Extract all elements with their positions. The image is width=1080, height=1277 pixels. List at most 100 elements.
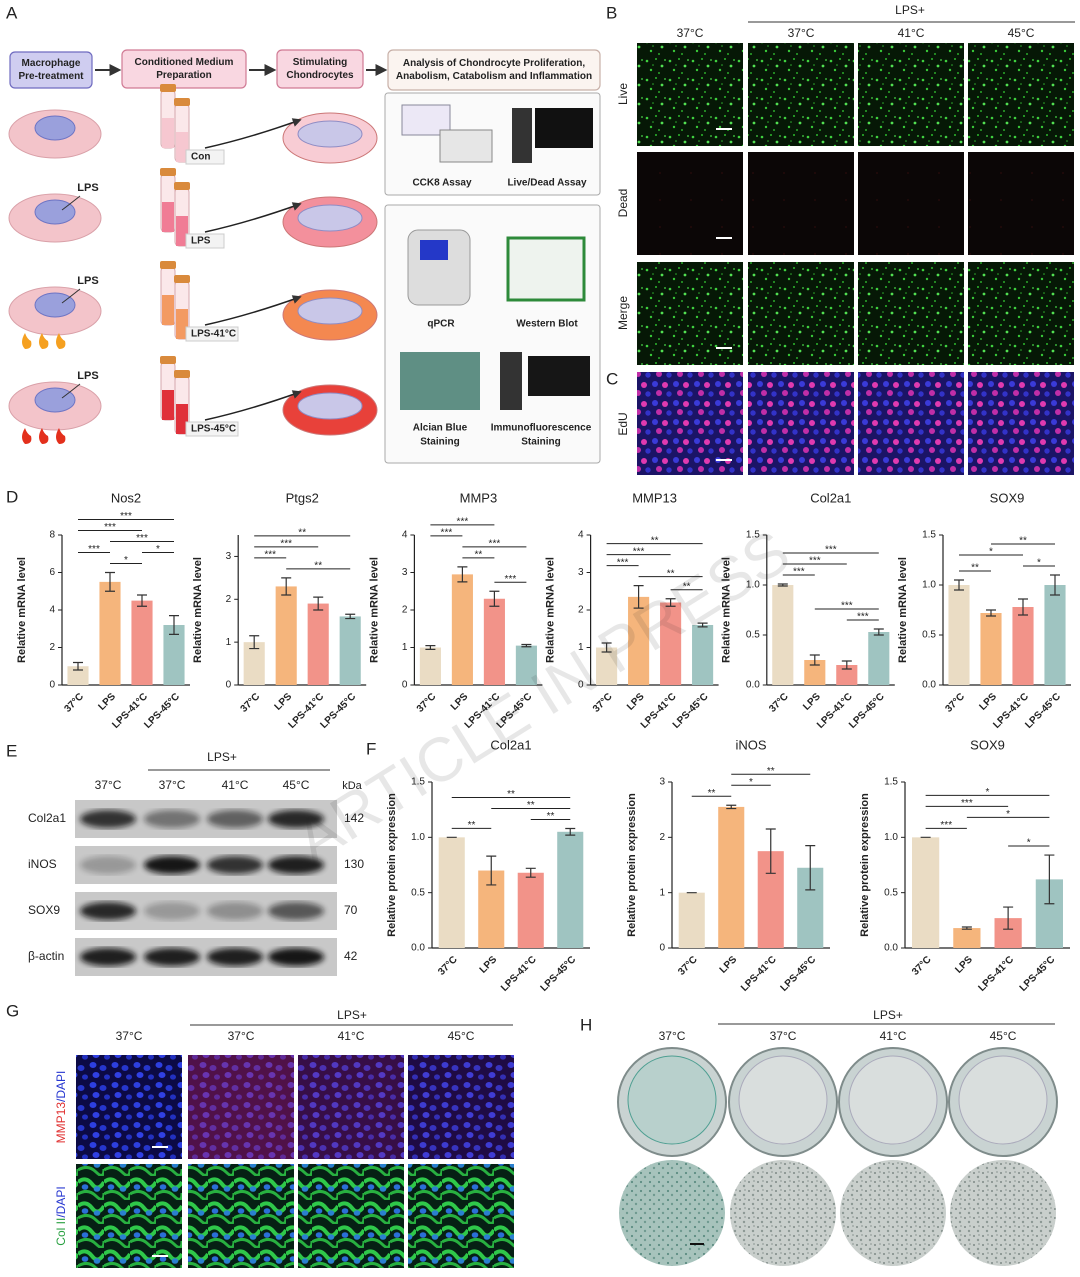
column-label: 37°C xyxy=(677,26,704,40)
significance-label: * xyxy=(1027,838,1031,849)
panel-label: B xyxy=(606,3,617,22)
significance-label: *** xyxy=(633,546,645,557)
tube-cap xyxy=(160,84,176,92)
x-tick-label: 37°C xyxy=(239,691,263,715)
tube-tag xyxy=(185,421,239,437)
step-label: Preparation xyxy=(156,70,212,81)
bar xyxy=(912,837,940,948)
significance-label: ** xyxy=(767,766,775,777)
step-box xyxy=(9,51,93,89)
qpcr-screen xyxy=(420,240,448,260)
well-zoom xyxy=(730,1160,836,1266)
error-bar xyxy=(525,867,536,878)
transfer-arrow xyxy=(204,118,302,149)
x-tick-label: LPS xyxy=(953,954,975,976)
micrograph xyxy=(188,1055,294,1159)
y-tick-label: 1.0 xyxy=(411,832,425,843)
protein-label: β-actin xyxy=(28,949,64,963)
y-tick-label: 8 xyxy=(49,530,55,541)
bar xyxy=(596,647,618,685)
kda-header: kDa xyxy=(342,780,362,792)
y-tick-label: 2 xyxy=(578,605,584,616)
bar xyxy=(515,645,537,685)
significance-label: * xyxy=(1037,558,1041,569)
y-tick-label: 3 xyxy=(226,551,232,562)
tube-label: LPS xyxy=(191,236,211,247)
tube-liquid xyxy=(176,216,188,246)
tube-cap xyxy=(160,261,176,269)
chart-title: SOX9 xyxy=(990,490,1025,505)
micrograph xyxy=(637,43,743,146)
y-tick-label: 2 xyxy=(402,605,408,616)
y-tick-label: 1.5 xyxy=(922,530,936,541)
tube-liquid xyxy=(162,118,174,148)
x-tick-label: LPS-45°C xyxy=(1018,954,1058,994)
step-label: Chondrocytes xyxy=(286,70,354,81)
blot-band xyxy=(207,902,263,920)
error-bar xyxy=(805,845,816,891)
column-label: 45°C xyxy=(283,778,310,792)
y-tick-label: 0.0 xyxy=(884,943,898,954)
error-bar xyxy=(345,613,356,620)
step-label: Conditioned Medium xyxy=(135,57,234,68)
significance-label: ** xyxy=(708,788,716,799)
reader-icon xyxy=(439,129,493,163)
assay-label: Staining xyxy=(420,437,459,448)
assay-label: Staining xyxy=(521,437,560,448)
kda-value: 130 xyxy=(344,857,364,871)
protein-label: iNOS xyxy=(28,857,57,871)
error-bar xyxy=(486,855,497,886)
row-label: Col II/DAPI xyxy=(54,1186,68,1245)
x-tick-label: LPS-45°C xyxy=(539,954,579,994)
kda-value: 42 xyxy=(344,949,358,963)
significance-label: * xyxy=(156,544,160,555)
blot-band xyxy=(268,810,324,828)
y-axis-label: Relative protein expression xyxy=(859,793,871,937)
x-tick-label: LPS-45°C xyxy=(671,691,711,731)
x-tick-label: 37°C xyxy=(910,954,934,978)
transfer-arrow xyxy=(204,390,302,421)
error-bar xyxy=(601,642,612,653)
significance-label: *** xyxy=(120,511,132,522)
column-label: 37°C xyxy=(95,778,122,792)
panel-label: A xyxy=(6,3,18,22)
error-bar xyxy=(1050,574,1060,596)
chondrocytes xyxy=(297,204,363,232)
blot-band xyxy=(144,948,200,966)
error-bar xyxy=(697,622,708,628)
y-tick-label: 4 xyxy=(402,530,408,541)
blot-band xyxy=(144,810,200,828)
error-bar xyxy=(986,609,996,617)
x-tick-label: 37°C xyxy=(767,691,791,715)
blot-band xyxy=(207,856,263,874)
bar xyxy=(67,666,89,685)
bar xyxy=(451,574,473,685)
micrograph xyxy=(637,152,743,255)
bar xyxy=(948,585,970,685)
y-tick-label: 0.5 xyxy=(922,630,936,641)
y-tick-label: 0.5 xyxy=(884,887,898,898)
y-axis-label: Relative protein expression xyxy=(626,793,638,937)
flame xyxy=(56,333,66,349)
protein-label: SOX9 xyxy=(28,903,60,917)
bar xyxy=(772,585,794,685)
x-tick-label: 37°C xyxy=(436,954,460,978)
column-label: 45°C xyxy=(1008,26,1035,40)
chart-title: Ptgs2 xyxy=(286,490,319,505)
y-tick-label: 0.5 xyxy=(746,630,760,641)
y-tick-label: 4 xyxy=(49,605,55,616)
y-tick-label: 1 xyxy=(659,887,665,898)
significance-label: *** xyxy=(264,549,276,560)
cell-cluster xyxy=(34,387,76,413)
panel-label: D xyxy=(6,487,18,506)
assay-label: Western Blot xyxy=(516,319,578,330)
tube-cap xyxy=(160,356,176,364)
panel-label: F xyxy=(366,739,376,758)
column-label: 37°C xyxy=(770,1029,797,1043)
tube-liquid xyxy=(162,202,174,232)
blot-band xyxy=(268,948,324,966)
significance-label: * xyxy=(1006,809,1010,820)
bar xyxy=(836,665,858,685)
kda-value: 70 xyxy=(344,903,358,917)
micrograph xyxy=(298,1055,404,1159)
